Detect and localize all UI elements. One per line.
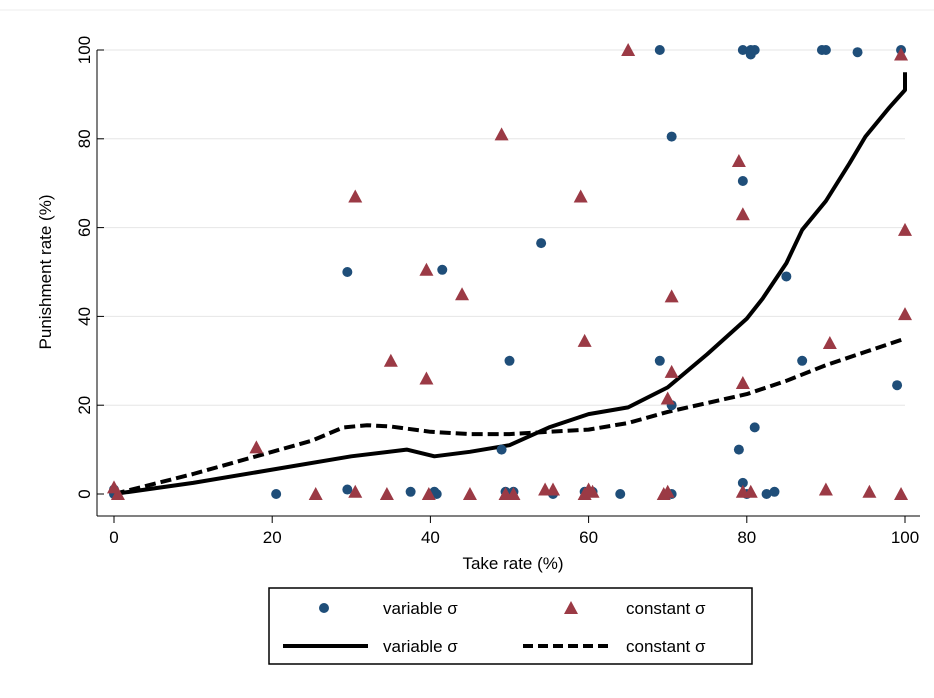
- point-variable: [437, 264, 448, 275]
- point-variable: [654, 355, 665, 366]
- data-points: [107, 43, 912, 500]
- point-constant: [506, 487, 521, 500]
- point-variable: [615, 489, 626, 499]
- point-constant: [818, 482, 833, 496]
- point-constant: [894, 47, 909, 61]
- point-variable: [504, 355, 515, 366]
- series-line-constant: [113, 336, 906, 496]
- point-variable: [737, 45, 748, 55]
- point-variable: [737, 175, 748, 186]
- point-constant: [577, 333, 592, 347]
- y-axis-label: Punishment rate (%): [36, 195, 55, 350]
- point-variable: [781, 271, 792, 282]
- point-constant: [735, 207, 750, 221]
- point-constant: [585, 484, 600, 498]
- point-variable: [769, 486, 780, 497]
- x-tick-label: 40: [421, 528, 440, 547]
- point-constant: [862, 484, 877, 498]
- x-tick-label: 100: [891, 528, 919, 547]
- point-constant: [898, 307, 912, 321]
- point-variable: [342, 484, 353, 495]
- point-constant: [573, 189, 588, 203]
- legend-label-variable-points: variable σ: [383, 599, 458, 618]
- point-constant: [348, 189, 363, 203]
- point-variable: [797, 355, 808, 366]
- point-variable: [405, 486, 416, 497]
- point-variable: [761, 489, 772, 499]
- x-tick-label: 80: [737, 528, 756, 547]
- legend-label-variable-line: variable σ: [383, 637, 458, 656]
- point-variable: [536, 238, 547, 249]
- y-tick-label: 20: [75, 396, 94, 415]
- legend: variable σ constant σ variable σ constan…: [268, 587, 753, 665]
- y-tick-label: 0: [75, 489, 94, 498]
- y-tick-label: 100: [75, 36, 94, 64]
- point-constant: [308, 487, 323, 500]
- point-constant: [379, 487, 394, 500]
- legend-variable-point-marker: [319, 603, 329, 613]
- axes: 0 20 40 60 80 100 0 20 40 60 80 100: [75, 36, 920, 547]
- point-variable: [431, 489, 442, 499]
- point-variable: [852, 47, 863, 58]
- point-constant: [348, 484, 363, 498]
- point-constant: [455, 287, 470, 301]
- point-variable: [749, 45, 760, 55]
- x-tick-label: 60: [579, 528, 598, 547]
- point-constant: [110, 487, 125, 500]
- point-variable: [820, 45, 831, 55]
- point-constant: [664, 289, 679, 303]
- point-variable: [733, 444, 744, 455]
- point-variable: [737, 477, 748, 488]
- point-variable: [342, 267, 353, 277]
- point-constant: [731, 154, 746, 167]
- point-constant: [894, 487, 909, 500]
- legend-label-constant-line: constant σ: [626, 637, 706, 656]
- point-variable: [271, 489, 282, 499]
- x-axis-label: Take rate (%): [462, 554, 563, 573]
- series-line-variable: [113, 72, 907, 496]
- point-constant: [421, 487, 436, 500]
- point-constant: [546, 482, 561, 496]
- point-constant: [419, 371, 434, 385]
- y-tick-label: 40: [75, 307, 94, 326]
- point-constant: [621, 43, 636, 56]
- y-tick-label: 60: [75, 218, 94, 237]
- point-constant: [664, 364, 679, 378]
- point-constant: [898, 222, 912, 236]
- point-variable: [666, 131, 677, 142]
- point-constant: [735, 376, 750, 389]
- point-constant: [419, 262, 434, 276]
- point-constant: [660, 391, 675, 405]
- point-constant: [660, 484, 675, 498]
- y-tick-label: 80: [75, 129, 94, 148]
- fit-lines: [113, 72, 907, 496]
- x-tick-label: 20: [263, 528, 282, 547]
- point-constant: [494, 127, 509, 141]
- point-variable: [496, 444, 507, 455]
- point-variable: [654, 45, 665, 55]
- gridlines: [97, 49, 905, 406]
- legend-label-constant-points: constant σ: [626, 599, 706, 618]
- legend-constant-point-marker: [564, 601, 578, 614]
- point-variable: [749, 422, 760, 433]
- legend-box: [268, 587, 753, 665]
- point-constant: [383, 353, 398, 367]
- point-constant: [822, 336, 837, 350]
- point-constant: [249, 440, 264, 454]
- point-constant: [743, 484, 758, 498]
- x-tick-label: 0: [109, 528, 118, 547]
- point-variable: [892, 380, 903, 391]
- point-constant: [462, 487, 477, 500]
